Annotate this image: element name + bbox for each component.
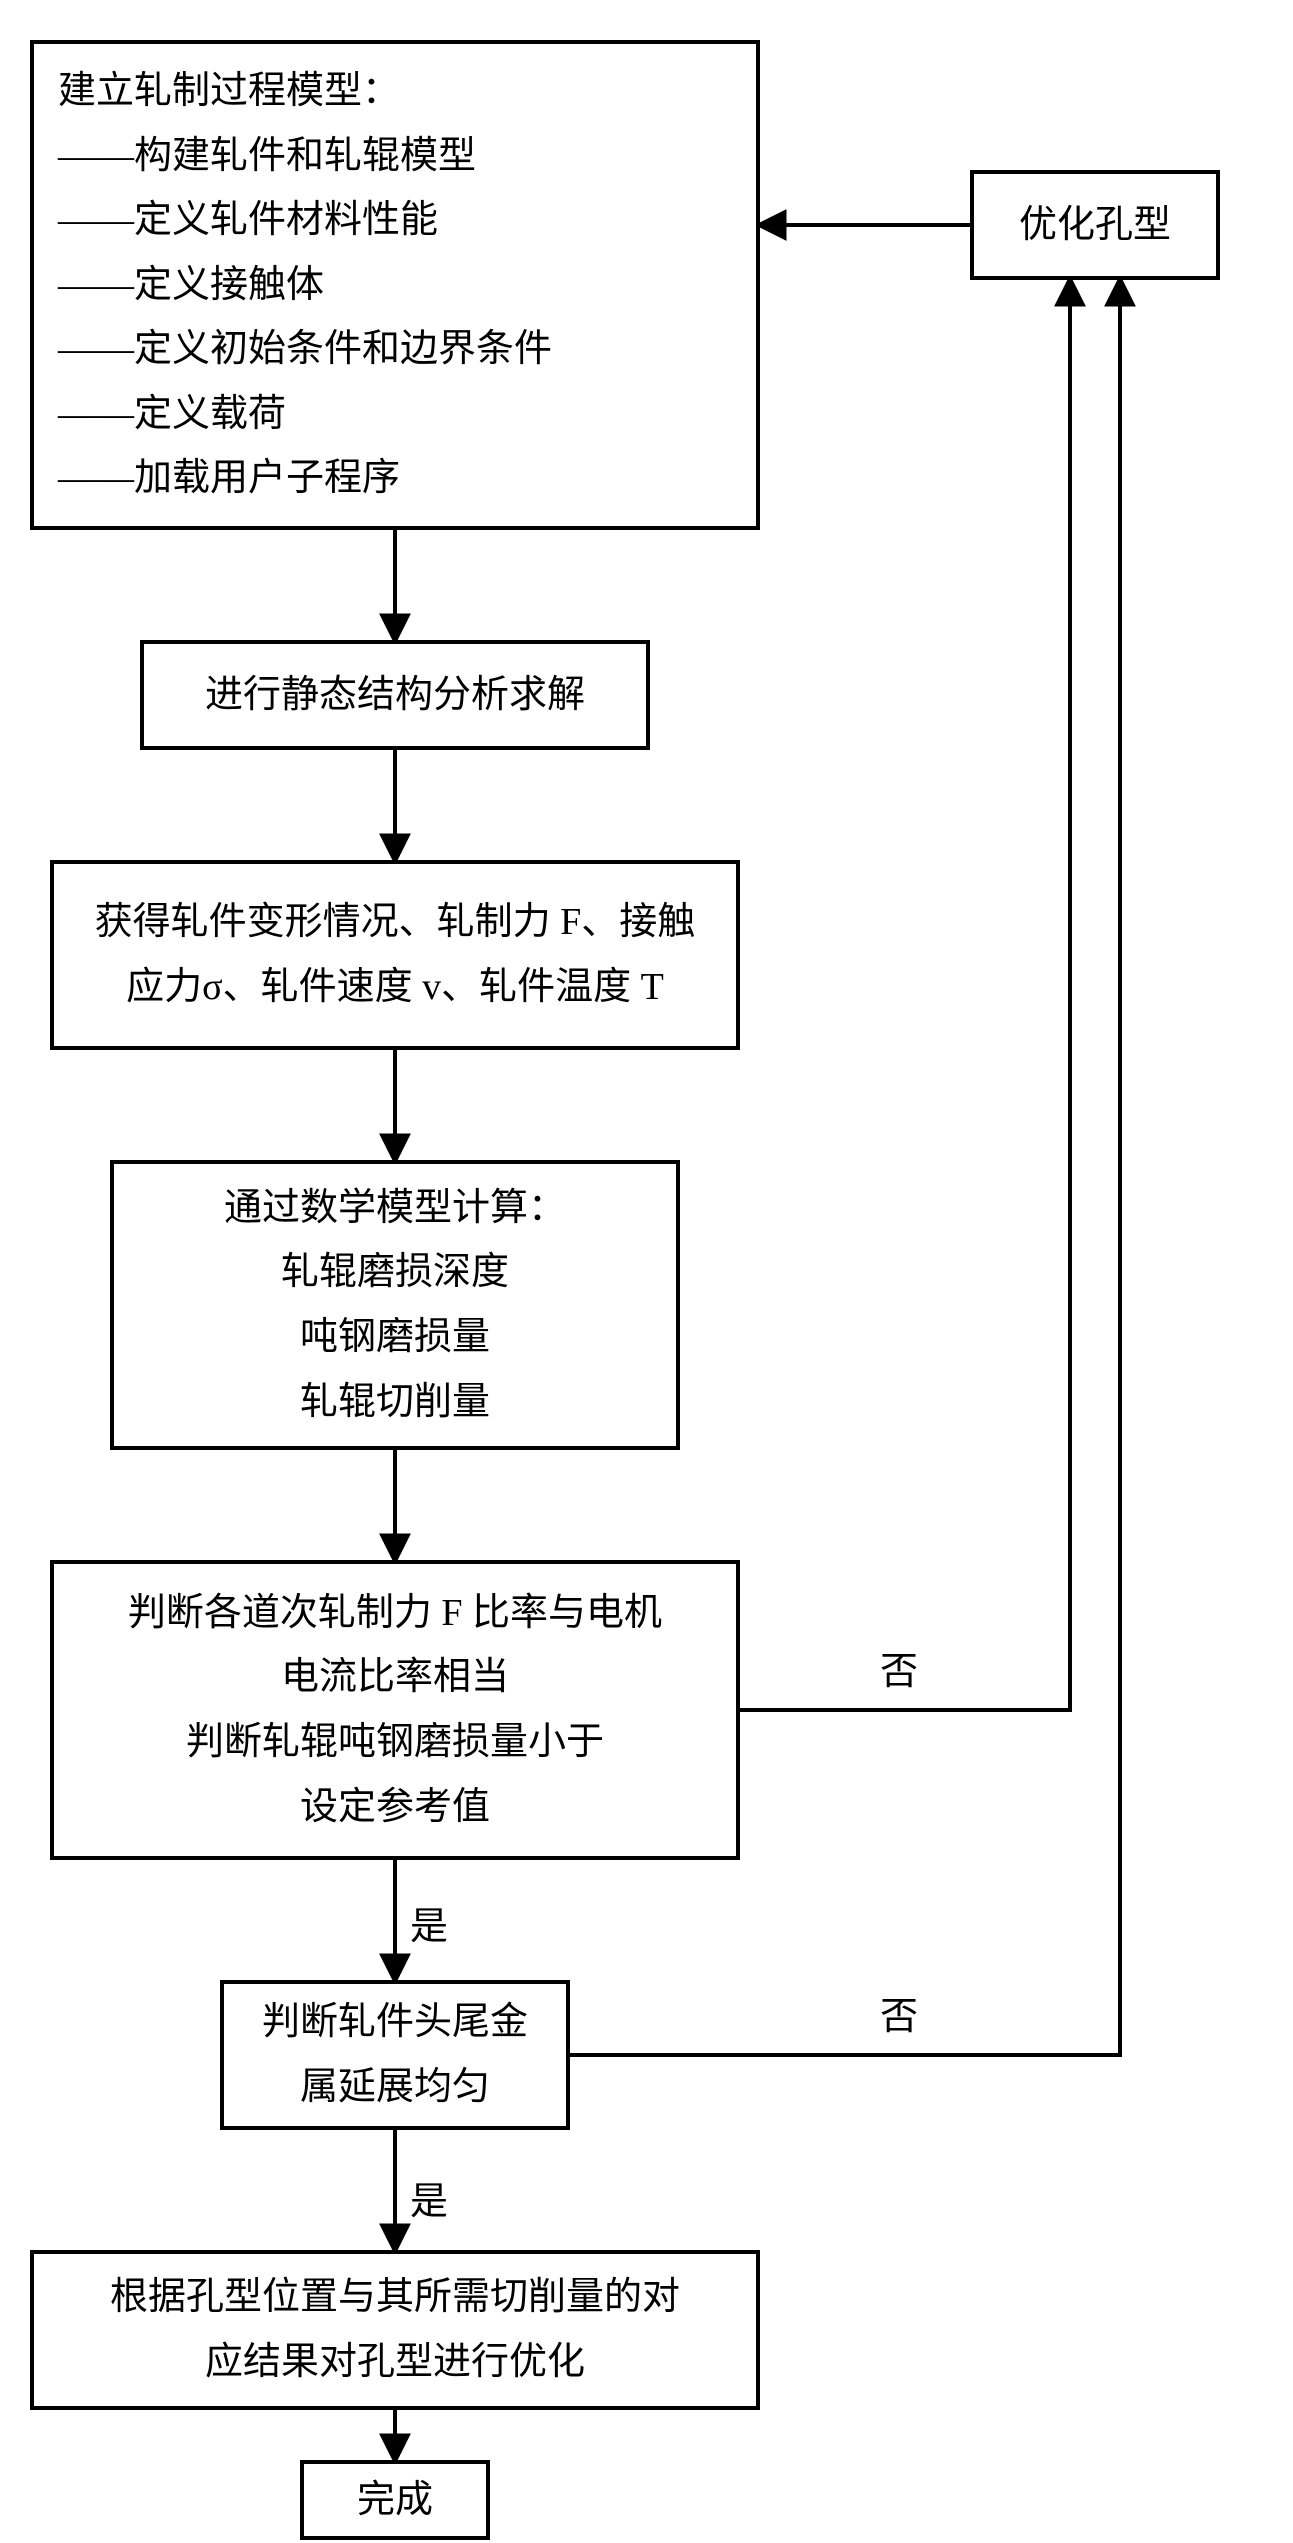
- node-n6: 判断轧件头尾金属延展均匀: [220, 1980, 570, 2130]
- edge-8: [740, 280, 1070, 1710]
- node-n4: 通过数学模型计算：轧辊磨损深度吨钢磨损量轧辊切削量: [110, 1160, 680, 1450]
- node-n1-line: ——构建轧件和轧辊模型: [58, 124, 476, 189]
- edge-label-3: 否: [880, 1985, 918, 2040]
- node-n2: 进行静态结构分析求解: [140, 640, 650, 750]
- edge-label-2: 否: [880, 1640, 918, 1695]
- node-n1: 建立轧制过程模型：——构建轧件和轧辊模型——定义轧件材料性能——定义接触体——定…: [30, 40, 760, 530]
- node-n5-line: 判断轧辊吨钢磨损量小于: [186, 1710, 604, 1775]
- node-n1-line: ——定义初始条件和边界条件: [58, 317, 552, 382]
- node-n2-line: 进行静态结构分析求解: [205, 663, 585, 728]
- node-n6-line: 判断轧件头尾金: [262, 1990, 528, 2055]
- edge-label-0: 是: [410, 1895, 448, 1950]
- node-n4-line: 通过数学模型计算：: [224, 1176, 566, 1241]
- node-n8: 完成: [300, 2460, 490, 2540]
- node-n3: 获得轧件变形情况、轧制力 F、接触应力σ、轧件速度 v、轧件温度 T: [50, 860, 740, 1050]
- node-n8-line: 完成: [357, 2468, 433, 2533]
- node-n4-line: 吨钢磨损量: [300, 1305, 490, 1370]
- node-n1-line: 建立轧制过程模型：: [58, 59, 400, 124]
- node-n6-line: 属延展均匀: [300, 2055, 490, 2120]
- node-n7: 根据孔型位置与其所需切削量的对应结果对孔型进行优化: [30, 2250, 760, 2410]
- node-opt: 优化孔型: [970, 170, 1220, 280]
- node-n5-line: 设定参考值: [300, 1775, 490, 1840]
- node-n1-line: ——定义轧件材料性能: [58, 188, 438, 253]
- node-n4-line: 轧辊切削量: [300, 1370, 490, 1435]
- node-n5: 判断各道次轧制力 F 比率与电机电流比率相当判断轧辊吨钢磨损量小于设定参考值: [50, 1560, 740, 1860]
- flowchart-canvas: 建立轧制过程模型：——构建轧件和轧辊模型——定义轧件材料性能——定义接触体——定…: [0, 0, 1293, 2543]
- node-opt-line: 优化孔型: [1019, 193, 1171, 258]
- node-n1-line: ——定义接触体: [58, 253, 324, 318]
- node-n7-line: 根据孔型位置与其所需切削量的对: [110, 2265, 680, 2330]
- node-n1-line: ——定义载荷: [58, 382, 286, 447]
- node-n3-line: 应力σ、轧件速度 v、轧件温度 T: [126, 955, 664, 1020]
- node-n3-line: 获得轧件变形情况、轧制力 F、接触: [95, 890, 696, 955]
- node-n5-line: 判断各道次轧制力 F 比率与电机: [128, 1581, 662, 1646]
- node-n7-line: 应结果对孔型进行优化: [205, 2330, 585, 2395]
- node-n4-line: 轧辊磨损深度: [281, 1240, 509, 1305]
- edge-label-1: 是: [410, 2170, 448, 2225]
- node-n1-line: ——加载用户子程序: [58, 446, 400, 511]
- node-n5-line: 电流比率相当: [281, 1645, 509, 1710]
